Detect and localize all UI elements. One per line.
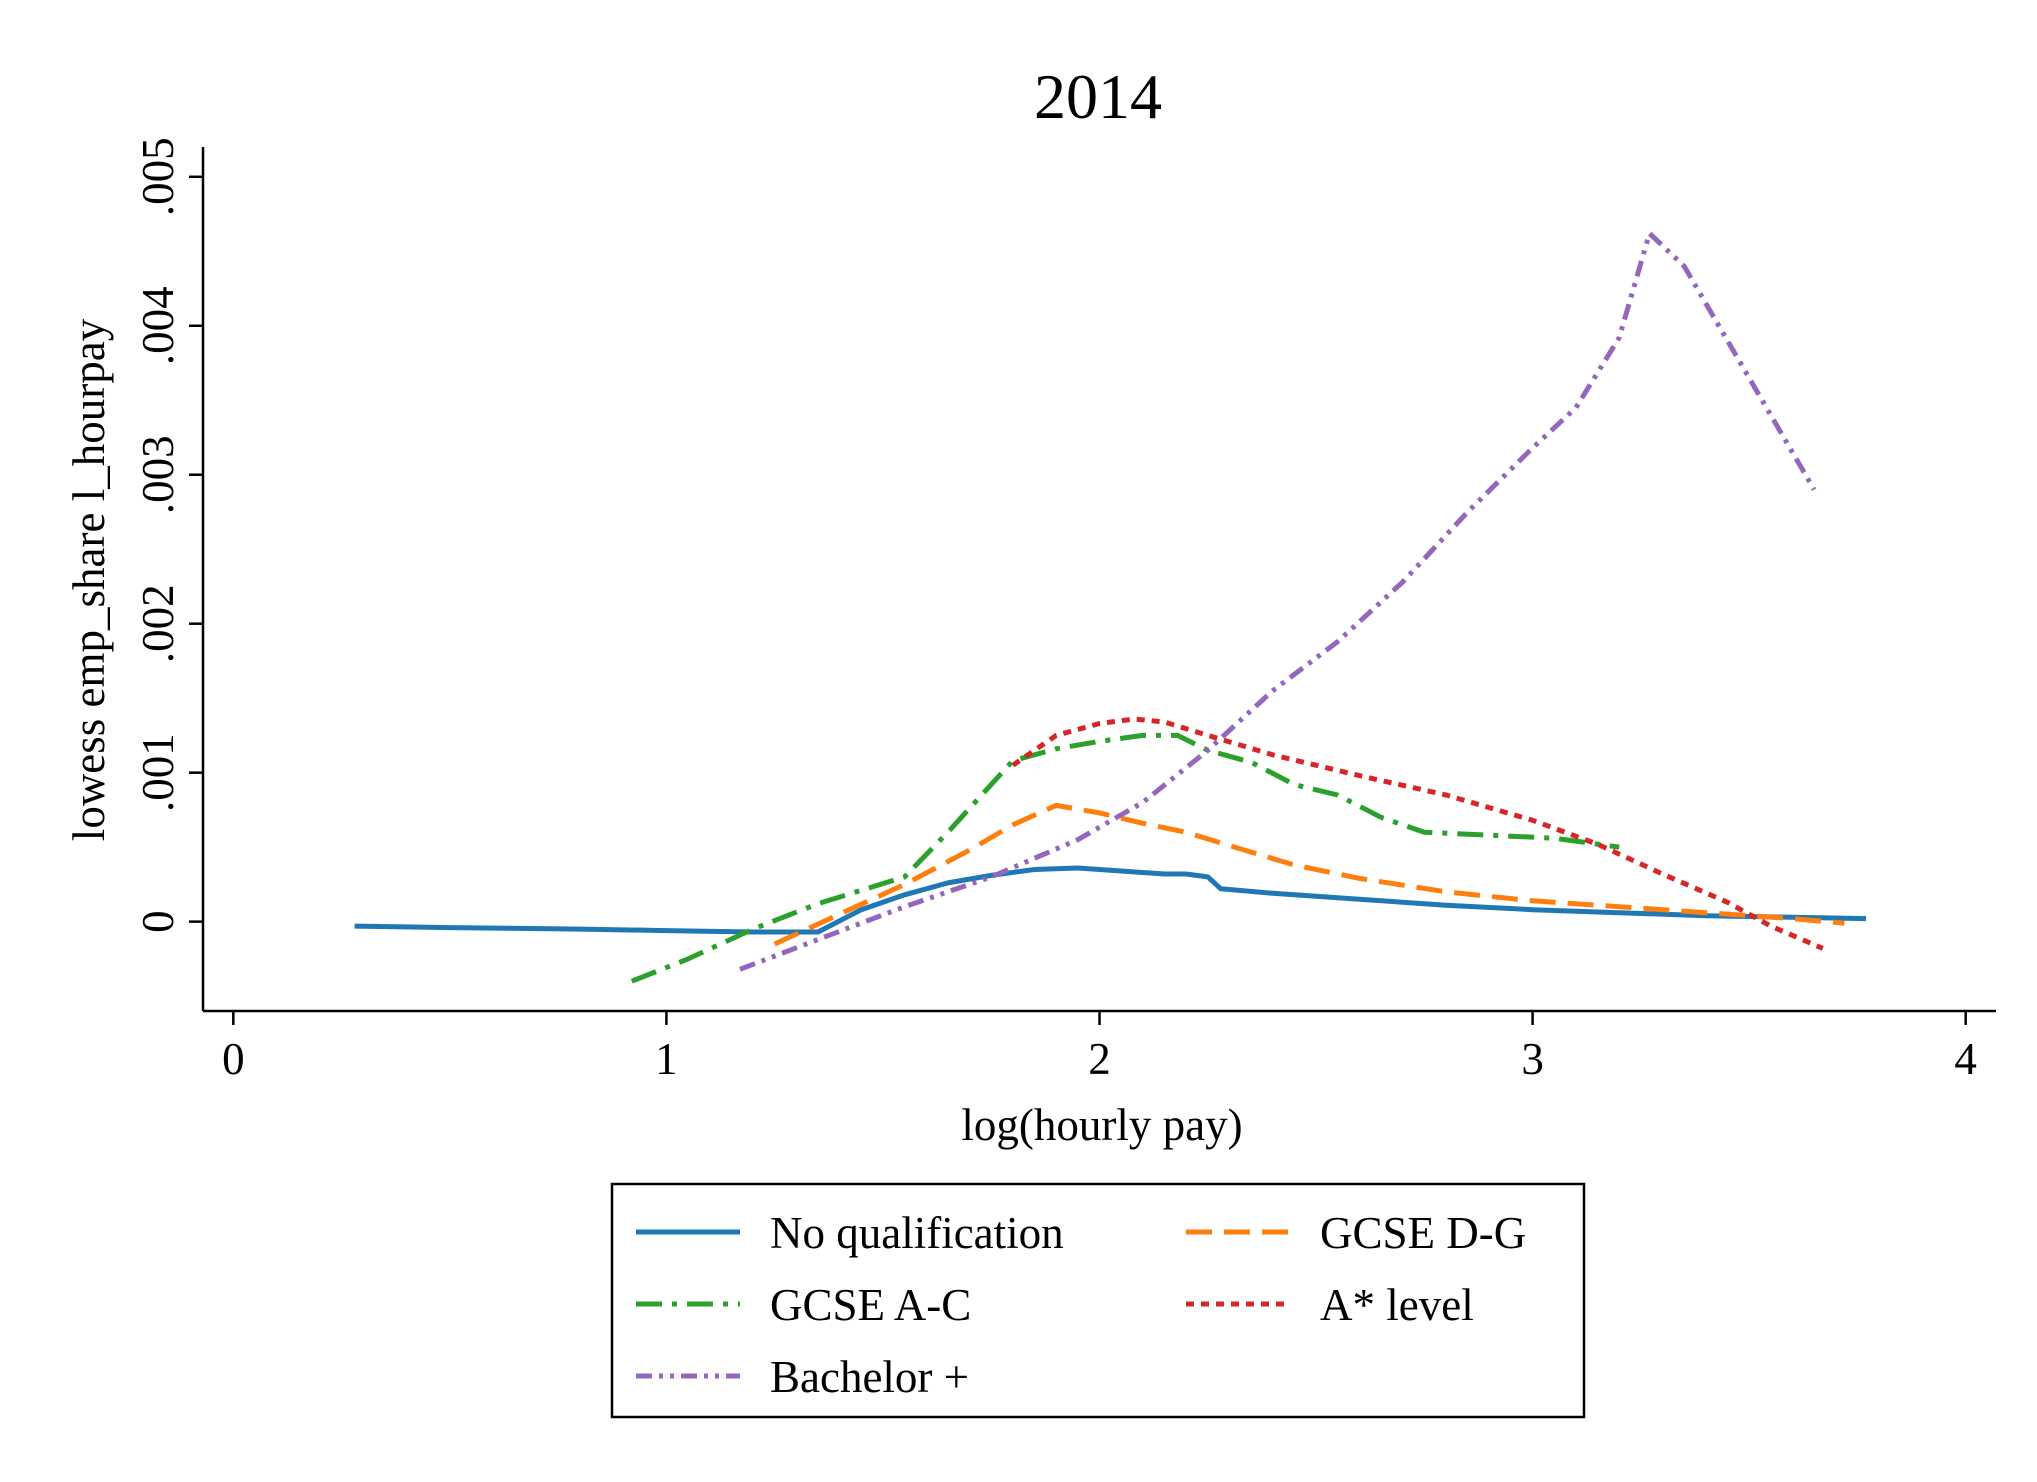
x-tick-label: 0	[222, 1034, 245, 1084]
legend-label-a-level: A* level	[1320, 1280, 1474, 1330]
plot-area: 0 1 2 3 4 0 .001 .002 .003 .004 .005	[133, 137, 1996, 1084]
chart-title: 2014	[1034, 61, 1162, 132]
series-line-a-level	[1011, 716, 1824, 951]
y-tick-label: .003	[133, 435, 183, 514]
legend-label-bachelor: Bachelor +	[770, 1352, 969, 1402]
legend-label-no-qualification: No qualification	[770, 1208, 1064, 1258]
legend-label-gcse-a-c: GCSE A-C	[770, 1280, 971, 1330]
legend-box	[610, 1182, 1586, 1419]
x-tick-label: 1	[655, 1034, 678, 1084]
x-axis-label: log(hourly pay)	[961, 1100, 1242, 1150]
y-tick-label: .005	[133, 137, 183, 216]
y-tick-label: .001	[133, 733, 183, 812]
y-tick-label: 0	[133, 910, 183, 933]
ticks: 0 1 2 3 4 0 .001 .002 .003 .004 .005	[133, 137, 1977, 1084]
x-tick-label: 4	[1954, 1034, 1977, 1084]
legend-items: No qualification GCSE D-G GCSE A-C A* level…	[636, 1208, 1526, 1402]
x-tick-label: 2	[1088, 1034, 1111, 1084]
series-line-no-qualification	[354, 865, 1867, 935]
y-tick-label: .002	[133, 584, 183, 663]
x-tick-label: 3	[1521, 1034, 1544, 1084]
y-tick-label: .004	[133, 286, 183, 365]
series-line-bachelor	[739, 230, 1817, 972]
y-axis-label: lowess emp_share l_hourpay	[64, 318, 114, 841]
legend-label-gcse-d-g: GCSE D-G	[1320, 1208, 1526, 1258]
legend: No qualification GCSE D-G GCSE A-C A* level…	[610, 1182, 1586, 1419]
series-line-gcse-d-g	[773, 802, 1845, 947]
series-lines	[354, 230, 1867, 984]
series-line-gcse-a-c	[630, 732, 1620, 984]
